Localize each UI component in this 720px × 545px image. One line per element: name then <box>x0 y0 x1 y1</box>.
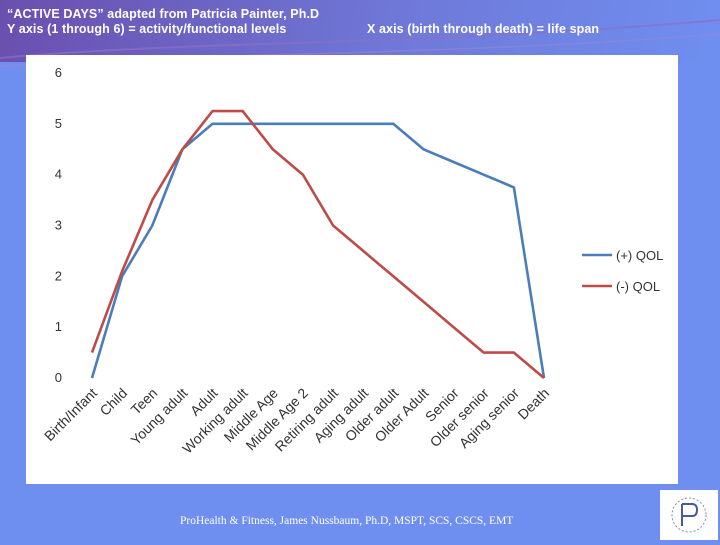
chart-panel: 0 1 2 3 4 5 6 Birth/Infant Child Teen Young adult A… <box>26 55 678 484</box>
footer-credit: ProHealth & Fitness, James Nussbaum, Ph.… <box>180 515 514 527</box>
legend-label: (+) QOL <box>616 248 663 263</box>
x-tick-label: Death <box>514 385 552 423</box>
y-tick-label: 4 <box>55 167 62 182</box>
y-axis-description: Y axis (1 through 6) = activity/function… <box>7 22 287 36</box>
legend-label: (-) QOL <box>616 279 660 294</box>
y-tick-label: 2 <box>55 268 62 283</box>
logo-icon <box>671 497 707 533</box>
y-tick-label: 0 <box>55 370 62 385</box>
logo-badge <box>660 490 718 540</box>
series-line <box>90 109 545 379</box>
slide-title: “ACTIVE DAYS” adapted from Patricia Pain… <box>7 7 320 21</box>
x-tick-label: Child <box>96 385 130 419</box>
y-tick-label: 1 <box>55 319 62 334</box>
y-tick-label: 6 <box>55 65 62 80</box>
series-line <box>90 122 546 379</box>
x-axis-description: X axis (birth through death) = life span <box>367 22 600 36</box>
y-tick-label: 5 <box>55 116 62 131</box>
y-tick-label: 3 <box>55 218 62 233</box>
x-tick-label: Birth/Infant <box>41 385 100 444</box>
